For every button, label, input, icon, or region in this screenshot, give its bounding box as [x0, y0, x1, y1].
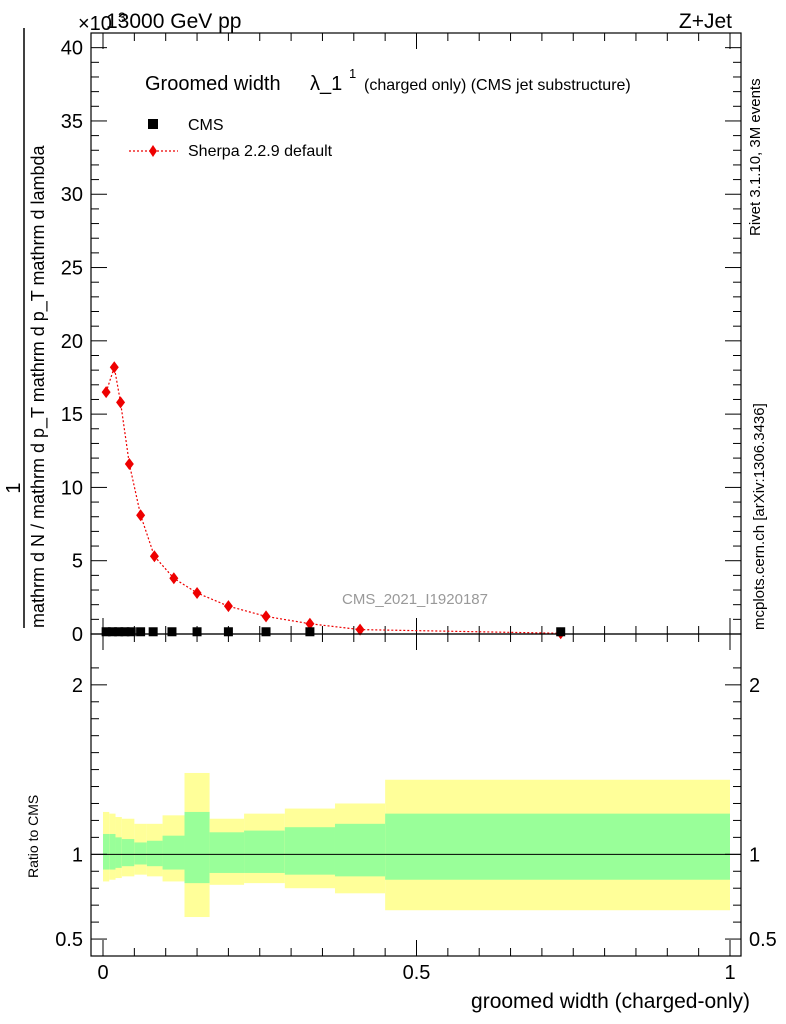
main-panel: 0 5 10 15 20 25 30 35 40 CMS_2021_I1920187: [61, 32, 742, 646]
y-tick-label: 15: [61, 404, 83, 426]
mcplots-label: mcplots.cern.ch [arXiv:1306.3436]: [751, 403, 768, 630]
x-tick-label: 0: [97, 962, 108, 984]
sherpa-point: [169, 572, 179, 585]
ratio-inner-band: [134, 842, 147, 865]
cms-point: [114, 627, 124, 637]
cms-point: [101, 627, 111, 637]
sherpa-point: [101, 386, 111, 399]
sherpa-point: [136, 509, 146, 522]
xlabel: groomed width (charged-only): [471, 990, 750, 1013]
ratio-tick-label-right: 0.5: [749, 929, 777, 951]
ratio-inner-band: [121, 839, 135, 867]
plot-title-rest: (charged only) (CMS jet substructure): [364, 77, 631, 94]
rivet-label: Rivet 3.1.10, 3M events: [747, 78, 764, 236]
ratio-inner-band: [109, 833, 116, 870]
cms-point: [305, 627, 315, 637]
legend-cms-marker: [148, 119, 158, 129]
ylabel-denominator: mathrm d N / mathrm d p_T mathrm d p_T m…: [28, 145, 49, 628]
sherpa-point: [305, 617, 315, 630]
process-label: Z+Jet: [679, 10, 732, 33]
legend-cms-label: CMS: [188, 117, 224, 134]
ratio-inner-band: [103, 833, 110, 870]
ratio-inner-band: [385, 813, 730, 880]
ratio-inner-band: [209, 832, 245, 873]
plot-title-main: Groomed width: [145, 73, 281, 95]
ratio-ylabel: Ratio to CMS: [25, 795, 41, 878]
cms-point: [192, 627, 202, 637]
x-tick-label: 1: [724, 962, 735, 984]
ratio-tick-label-right: 2: [749, 675, 760, 697]
ratio-inner-band: [162, 835, 185, 870]
ratio-tick-label-right: 1: [749, 844, 760, 866]
y-tick-label: 35: [61, 111, 83, 133]
ratio-tick-label-left: 0.5: [55, 929, 83, 951]
cms-point: [148, 627, 158, 637]
cms-point: [261, 627, 271, 637]
sherpa-point: [109, 361, 119, 374]
ratio-inner-band: [146, 840, 163, 867]
sherpa-point: [149, 550, 159, 563]
sherpa-point: [223, 600, 233, 613]
ratio-tick-label-left: 1: [72, 844, 83, 866]
legend-sherpa-marker: [149, 145, 157, 157]
ratio-inner-band: [284, 827, 335, 875]
sherpa-series: [101, 361, 566, 640]
cms-point: [556, 627, 566, 637]
cms-point: [223, 627, 233, 637]
ratio-panel: 0.5 0.5 1 1 2 2 0 0.5 1 Ratio to CMS: [25, 633, 777, 984]
y-tick-label: 40: [61, 38, 83, 60]
exponent-power: 3: [118, 9, 126, 25]
cms-point: [136, 627, 146, 637]
sherpa-line: [105, 367, 561, 634]
cms-point: [120, 627, 130, 637]
y-tick-label: 10: [61, 477, 83, 499]
ratio-inner-band: [244, 830, 285, 873]
ylabel-numerator: 1: [3, 482, 25, 493]
cms-point: [107, 627, 117, 637]
y-tick-label: 0: [72, 624, 83, 646]
y-tick-label: 25: [61, 258, 83, 280]
ratio-inner-band: [184, 811, 210, 884]
plot-title-lambda: λ_1: [310, 73, 342, 95]
sherpa-point: [116, 396, 126, 409]
y-tick-label: 20: [61, 331, 83, 353]
cms-series: [101, 627, 566, 637]
ratio-bands: [103, 772, 730, 918]
sherpa-point: [192, 586, 202, 599]
ratio-tick-label-left: 2: [72, 675, 83, 697]
cms-point: [167, 627, 177, 637]
x-tick-label: 0.5: [403, 962, 431, 984]
sherpa-point: [261, 610, 271, 623]
legend: CMS Sherpa 2.2.9 default: [129, 117, 333, 160]
y-tick-label: 5: [72, 551, 83, 573]
sherpa-point: [355, 623, 365, 636]
energy-label: 13000 GeV pp: [106, 10, 241, 33]
plot-title-sup: 1: [349, 66, 356, 81]
ratio-inner-band: [334, 823, 386, 877]
watermark: CMS_2021_I1920187: [342, 591, 488, 608]
cms-point: [126, 627, 136, 637]
sherpa-point: [124, 457, 134, 470]
ratio-inner-band: [115, 837, 122, 868]
legend-sherpa-label: Sherpa 2.2.9 default: [188, 143, 333, 160]
exponent-label: ×10: [78, 13, 112, 35]
main-ylabel: 1 mathrm d N / mathrm d p_T mathrm d p_T…: [3, 28, 49, 628]
y-tick-label: 30: [61, 184, 83, 206]
